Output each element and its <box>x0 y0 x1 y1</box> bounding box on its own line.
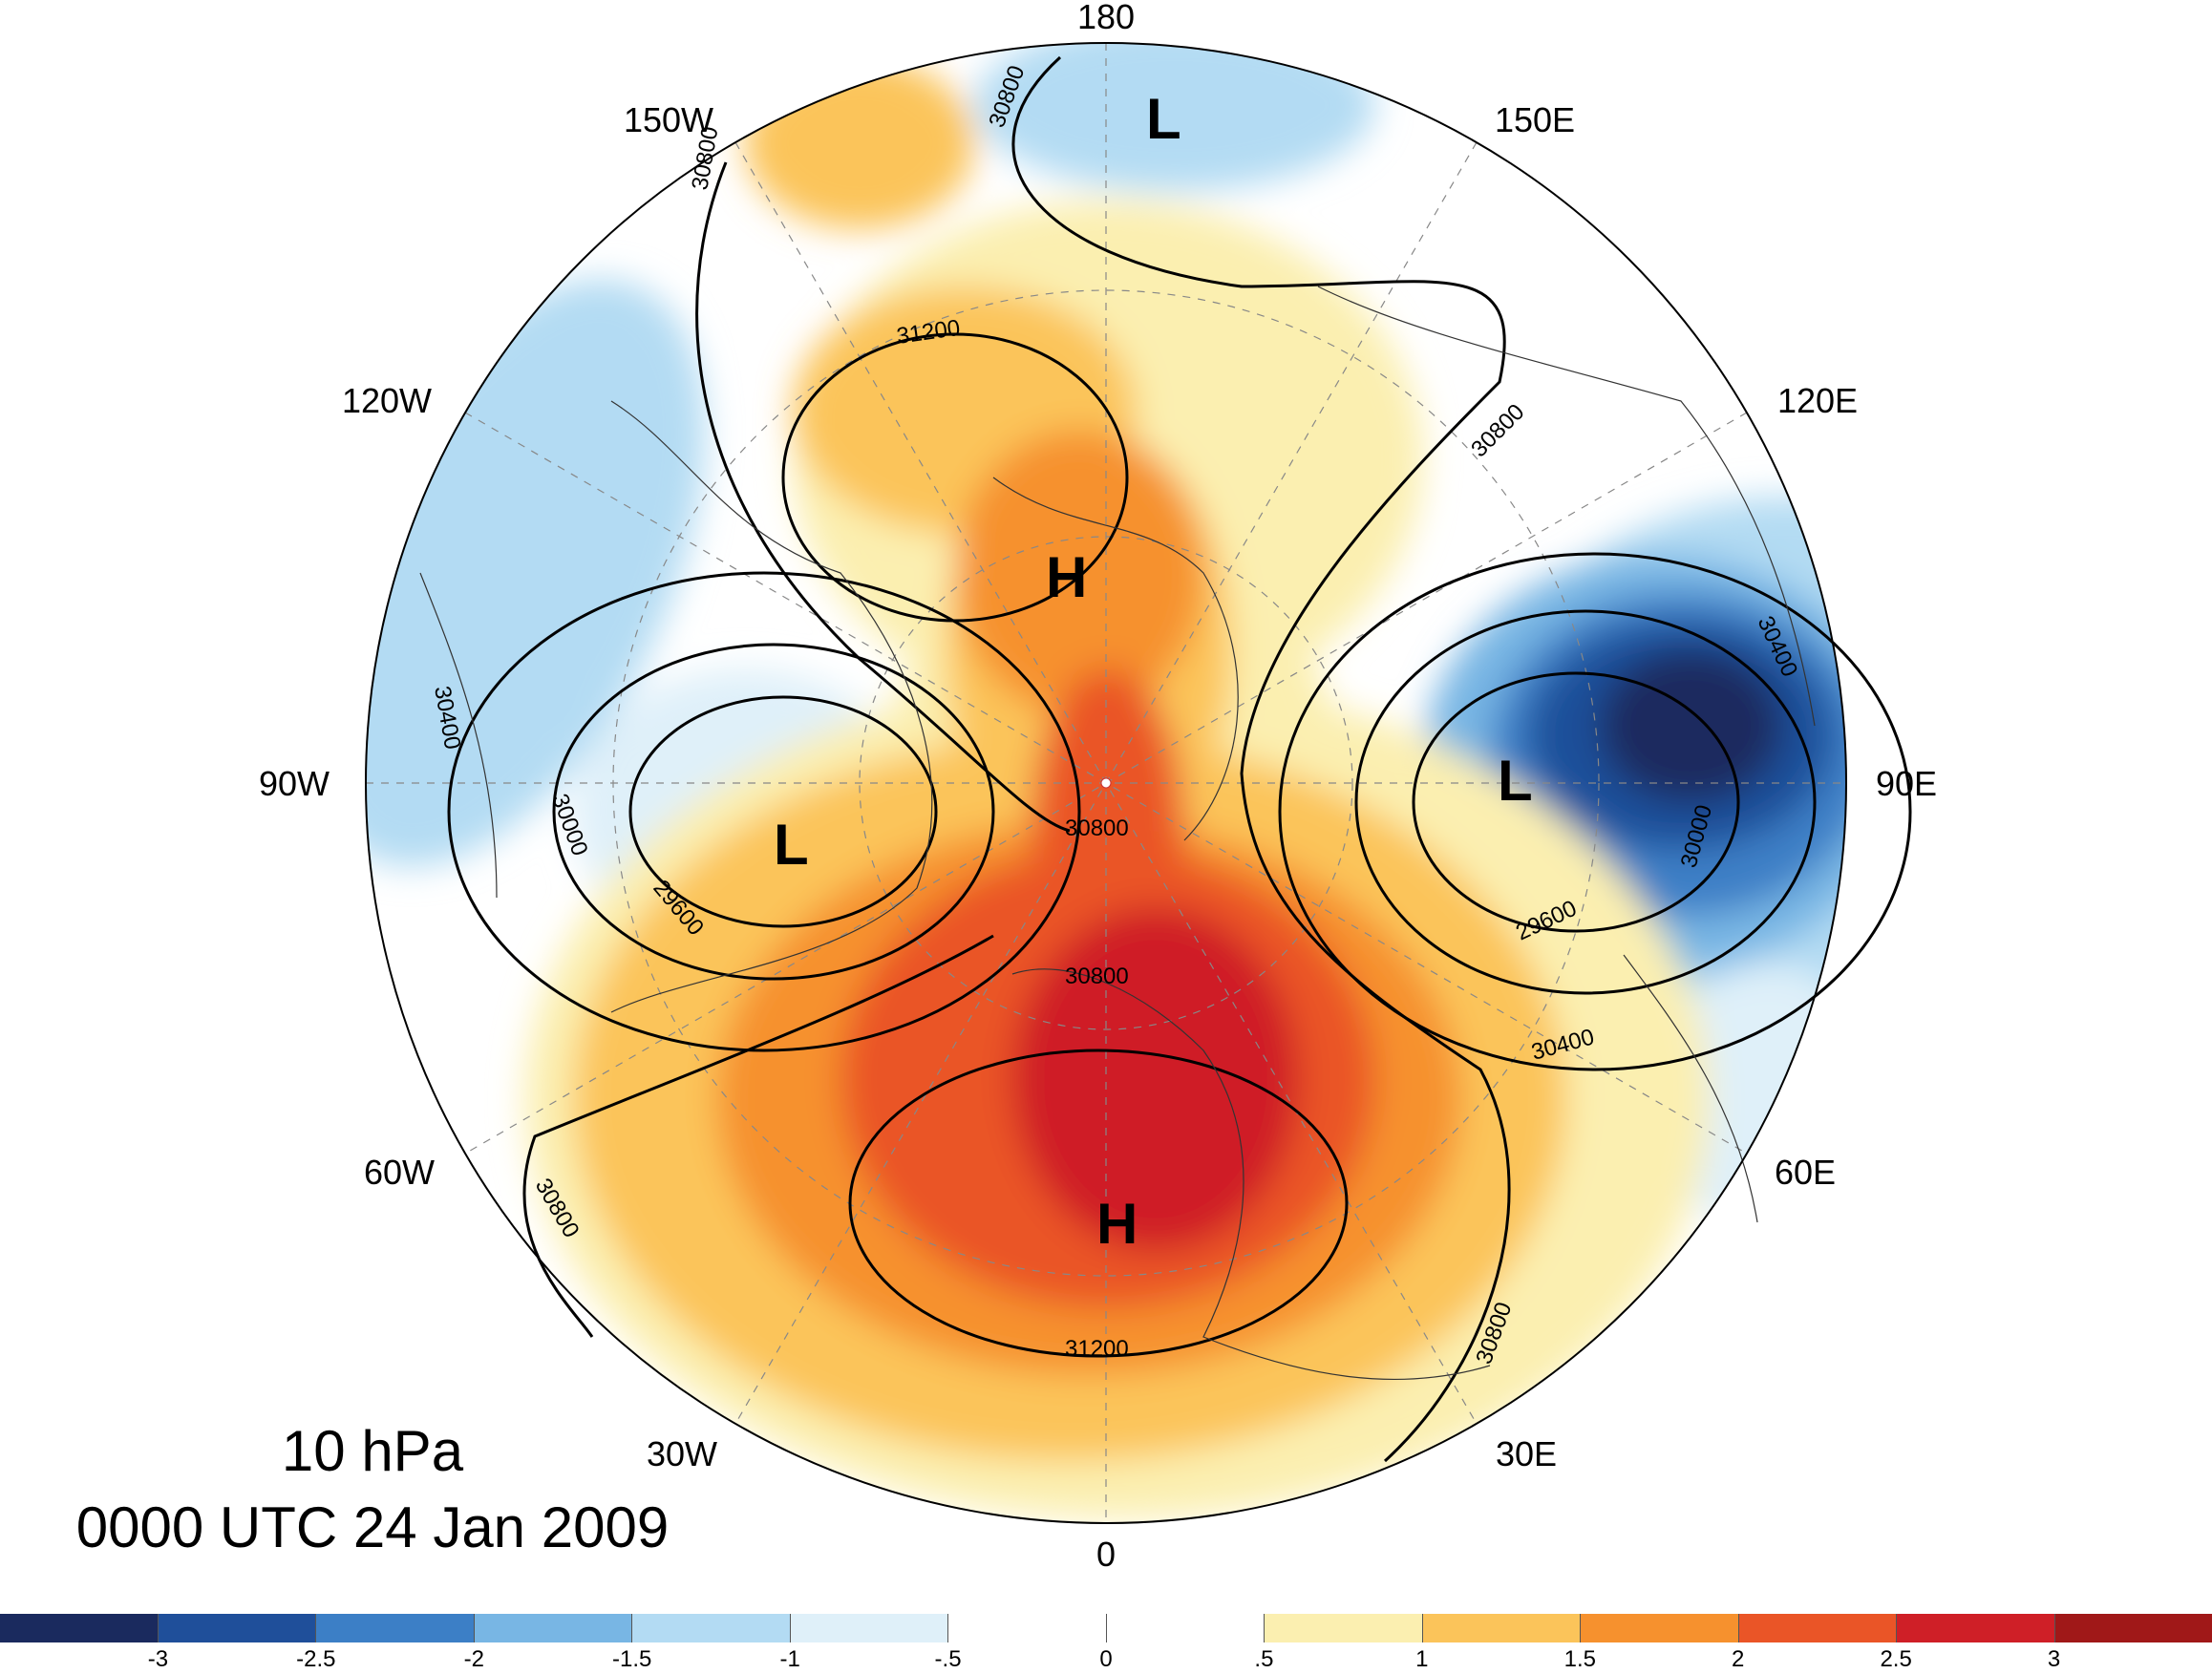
colorbar-labels: -3 -2.5 -2 -1.5 -1 -.5 0 .5 1 1.5 2 2.5 3 <box>0 1646 2212 1673</box>
contour-label: 30800 <box>1065 964 1129 989</box>
contour-label: 31200 <box>1065 1336 1129 1362</box>
colorbar-swatch <box>0 1614 159 1642</box>
low-pressure-center: L <box>1146 87 1181 151</box>
low-pressure-center: L <box>774 813 809 877</box>
colorbar-tick-label: 2.5 <box>1880 1646 1912 1672</box>
north-pole-marker <box>1100 777 1112 789</box>
anomaly-shading <box>366 43 1846 1523</box>
lon-label-0: 0 <box>1096 1535 1116 1574</box>
contour-30400-siberia <box>1278 552 1912 1071</box>
colorbar-tick-label: 0 <box>1099 1646 1113 1672</box>
map-boundary <box>365 42 1847 1524</box>
contour-label: 30800 <box>1065 816 1129 841</box>
contour-30000-siberia <box>1354 609 1817 995</box>
colorbar-swatch <box>1422 1614 1581 1642</box>
contour-30800-east <box>1011 55 1511 1463</box>
lon-label-150e: 150E <box>1495 100 1575 139</box>
colorbar-tick-label: -1 <box>779 1646 800 1672</box>
colorbar-tick-label: .5 <box>1254 1646 1274 1672</box>
colorbar-swatch <box>158 1614 316 1642</box>
anomaly-colorbar <box>0 1614 2212 1642</box>
colorbar-swatch <box>474 1614 632 1642</box>
contour-30000-america <box>552 643 995 981</box>
colorbar-tick-label: 3 <box>2047 1646 2061 1672</box>
colorbar-swatch <box>1897 1614 2055 1642</box>
colorbar-swatch <box>790 1614 948 1642</box>
lon-label-90e: 90E <box>1876 764 1937 803</box>
colorbar-tick-label: -2 <box>463 1646 484 1672</box>
lon-label-90w: 90W <box>259 764 330 803</box>
colorbar-swatch <box>1581 1614 1739 1642</box>
high-pressure-center: H <box>1096 1192 1138 1256</box>
colorbar-tick-label: -3 <box>147 1646 169 1672</box>
lon-label-30e: 30E <box>1496 1434 1557 1473</box>
height-contours <box>447 55 1912 1463</box>
polar-stereographic-map: 31200 31200 30800 30800 30800 30800 3080… <box>259 0 1937 1574</box>
coastlines <box>419 286 1816 1381</box>
colorbar-tick-label: -2.5 <box>296 1646 336 1672</box>
lon-label-60w: 60W <box>364 1153 435 1192</box>
colorbar-tick-label: 2 <box>1732 1646 1745 1672</box>
colorbar-swatch <box>2054 1614 2212 1642</box>
colorbar-tick-label: -.5 <box>934 1646 962 1672</box>
lon-label-150w: 150W <box>624 100 713 139</box>
contour-29600-america <box>628 695 938 928</box>
colorbar-swatch <box>1265 1614 1423 1642</box>
lon-label-120w: 120W <box>342 381 432 420</box>
colorbar-swatch <box>1738 1614 1897 1642</box>
lon-label-120e: 120E <box>1777 381 1858 420</box>
colorbar-tick-label: 1 <box>1415 1646 1429 1672</box>
lon-label-60e: 60E <box>1775 1153 1836 1192</box>
colorbar-tick-label: -1.5 <box>612 1646 652 1672</box>
contour-31200-europe <box>848 1049 1349 1358</box>
contour-30400-america <box>447 571 1081 1052</box>
lon-label-30w: 30W <box>647 1434 717 1473</box>
pressure-level-title: 10 hPa <box>281 1419 464 1483</box>
contour-30800-west <box>522 161 1071 1338</box>
colorbar-tick-label: 1.5 <box>1563 1646 1596 1672</box>
colorbar-swatch <box>1106 1614 1265 1642</box>
colorbar-swatch <box>632 1614 791 1642</box>
colorbar-swatch <box>948 1614 1107 1642</box>
valid-time-title: 0000 UTC 24 Jan 2009 <box>75 1495 670 1559</box>
low-pressure-center: L <box>1498 749 1533 813</box>
colorbar-swatch <box>316 1614 475 1642</box>
lon-label-180: 180 <box>1077 0 1135 36</box>
high-pressure-center: H <box>1046 545 1087 609</box>
contour-29600-siberia <box>1412 671 1740 933</box>
